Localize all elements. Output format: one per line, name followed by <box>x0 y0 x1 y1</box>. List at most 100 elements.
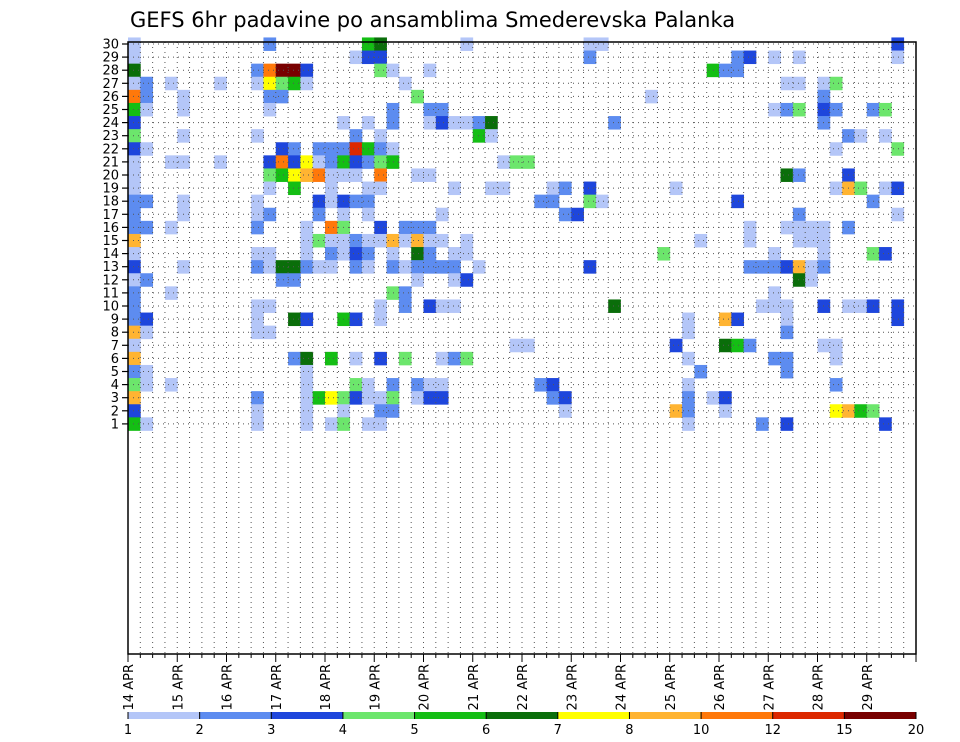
heatmap-cell <box>780 417 794 431</box>
x-tick-label: 18 APR <box>319 664 334 710</box>
x-tick-label: 24 APR <box>615 664 630 710</box>
heatmap-cell <box>398 351 412 366</box>
heatmap-cell <box>251 76 264 91</box>
y-tick-label: 4 <box>111 378 119 393</box>
heatmap-cell <box>312 155 326 169</box>
heatmap-cell <box>768 286 781 300</box>
heatmap-cell <box>719 312 732 327</box>
heatmap-cell <box>792 233 806 248</box>
y-tick-label: 29 <box>102 51 119 66</box>
heatmap-cell <box>805 260 818 274</box>
heatmap-cell <box>829 351 843 366</box>
heatmap-cell <box>472 260 486 274</box>
heatmap-cell <box>386 247 400 261</box>
heatmap-cell <box>128 338 141 353</box>
heatmap-cell <box>435 207 449 222</box>
y-tick-label: 15 <box>102 234 119 249</box>
heatmap-cell <box>300 76 314 91</box>
heatmap-cell <box>374 312 387 327</box>
heatmap-cell <box>275 76 289 91</box>
heatmap-cell <box>780 325 794 340</box>
heatmap-cell <box>140 325 154 340</box>
heatmap-cell <box>349 351 363 366</box>
heatmap-cell <box>780 364 794 379</box>
heatmap-cell <box>300 247 314 261</box>
heatmap-cell <box>128 155 141 169</box>
colorbar-label: 4 <box>339 723 347 738</box>
heatmap-cell <box>300 417 314 431</box>
heatmap-cell <box>448 260 461 274</box>
heatmap-cell <box>485 181 498 196</box>
heatmap-cell <box>398 220 412 235</box>
heatmap-cell <box>583 181 597 196</box>
heatmap-cell <box>558 391 572 405</box>
heatmap-cell <box>435 116 449 130</box>
heatmap-cell <box>398 286 412 300</box>
heatmap-cell <box>275 273 289 287</box>
y-tick-label: 13 <box>102 260 119 275</box>
heatmap-cell <box>128 76 141 91</box>
y-tick-label: 24 <box>102 116 119 131</box>
heatmap-cell <box>263 63 277 78</box>
heatmap-cell <box>374 168 387 182</box>
heatmap-cell <box>448 116 461 130</box>
heatmap-cell <box>128 299 141 313</box>
heatmap-cell <box>743 233 757 248</box>
heatmap-cell <box>694 364 708 379</box>
heatmap-cell <box>768 102 781 117</box>
colorbar-swatch <box>701 712 774 719</box>
heatmap-cell <box>411 233 424 248</box>
heatmap-cell <box>300 364 314 379</box>
heatmap-cell <box>164 378 178 392</box>
x-axis: 14 APR 15 APR 16 APR 17 APR 18 APR 19 APR 20 A… <box>122 654 917 710</box>
heatmap-cell <box>140 364 154 379</box>
heatmap-cell <box>423 168 437 182</box>
colorbar-label: 3 <box>267 723 275 738</box>
heatmap-cell <box>374 155 387 169</box>
heatmap-cell <box>128 260 141 274</box>
heatmap-cell <box>534 194 548 209</box>
heatmap-cell <box>755 299 769 313</box>
heatmap-cell <box>140 194 154 209</box>
heatmap-cell <box>300 63 314 78</box>
x-tick-label: 16 APR <box>221 664 236 710</box>
heatmap-cell <box>263 260 277 274</box>
heatmap-cell <box>460 247 474 261</box>
heatmap-cell <box>792 168 806 182</box>
y-tick-label: 27 <box>102 77 119 92</box>
heatmap-cell <box>128 194 141 209</box>
heatmap-cell <box>251 404 264 418</box>
heatmap-cell <box>263 325 277 340</box>
heatmap-cell <box>792 50 806 65</box>
heatmap-cell <box>472 116 486 130</box>
heatmap-cell <box>891 299 905 313</box>
heatmap-cell <box>128 207 141 222</box>
heatmap-cell <box>448 351 461 366</box>
heatmap-cell <box>288 351 301 366</box>
heatmap-cell <box>251 312 264 327</box>
heatmap-cell <box>780 76 794 91</box>
heatmap-cell <box>854 404 868 418</box>
heatmap-cell <box>411 168 424 182</box>
heatmap-cell <box>558 404 572 418</box>
colorbar-label: 8 <box>625 723 633 738</box>
heatmap-cell <box>128 89 141 104</box>
heatmap-cell <box>349 247 363 261</box>
heatmap-cell <box>829 404 843 418</box>
heatmap-cell <box>386 378 400 392</box>
heatmap-cell <box>472 129 486 143</box>
heatmap-cell <box>805 273 818 287</box>
heatmap-cell <box>288 142 301 156</box>
y-tick-label: 16 <box>102 221 119 236</box>
heatmap-cell <box>411 391 424 405</box>
y-axis: 1234567891011121314151617181920212223242… <box>102 38 128 432</box>
heatmap-cell <box>128 273 141 287</box>
x-tick-label: 15 APR <box>171 664 186 710</box>
heatmap-cell <box>879 247 892 261</box>
heatmap-cell <box>349 168 363 182</box>
colorbar-label: 5 <box>410 723 418 738</box>
heatmap-cell <box>251 207 264 222</box>
heatmap-cell <box>128 50 141 65</box>
colorbar-swatch <box>629 712 702 719</box>
heatmap-cell <box>805 220 818 235</box>
